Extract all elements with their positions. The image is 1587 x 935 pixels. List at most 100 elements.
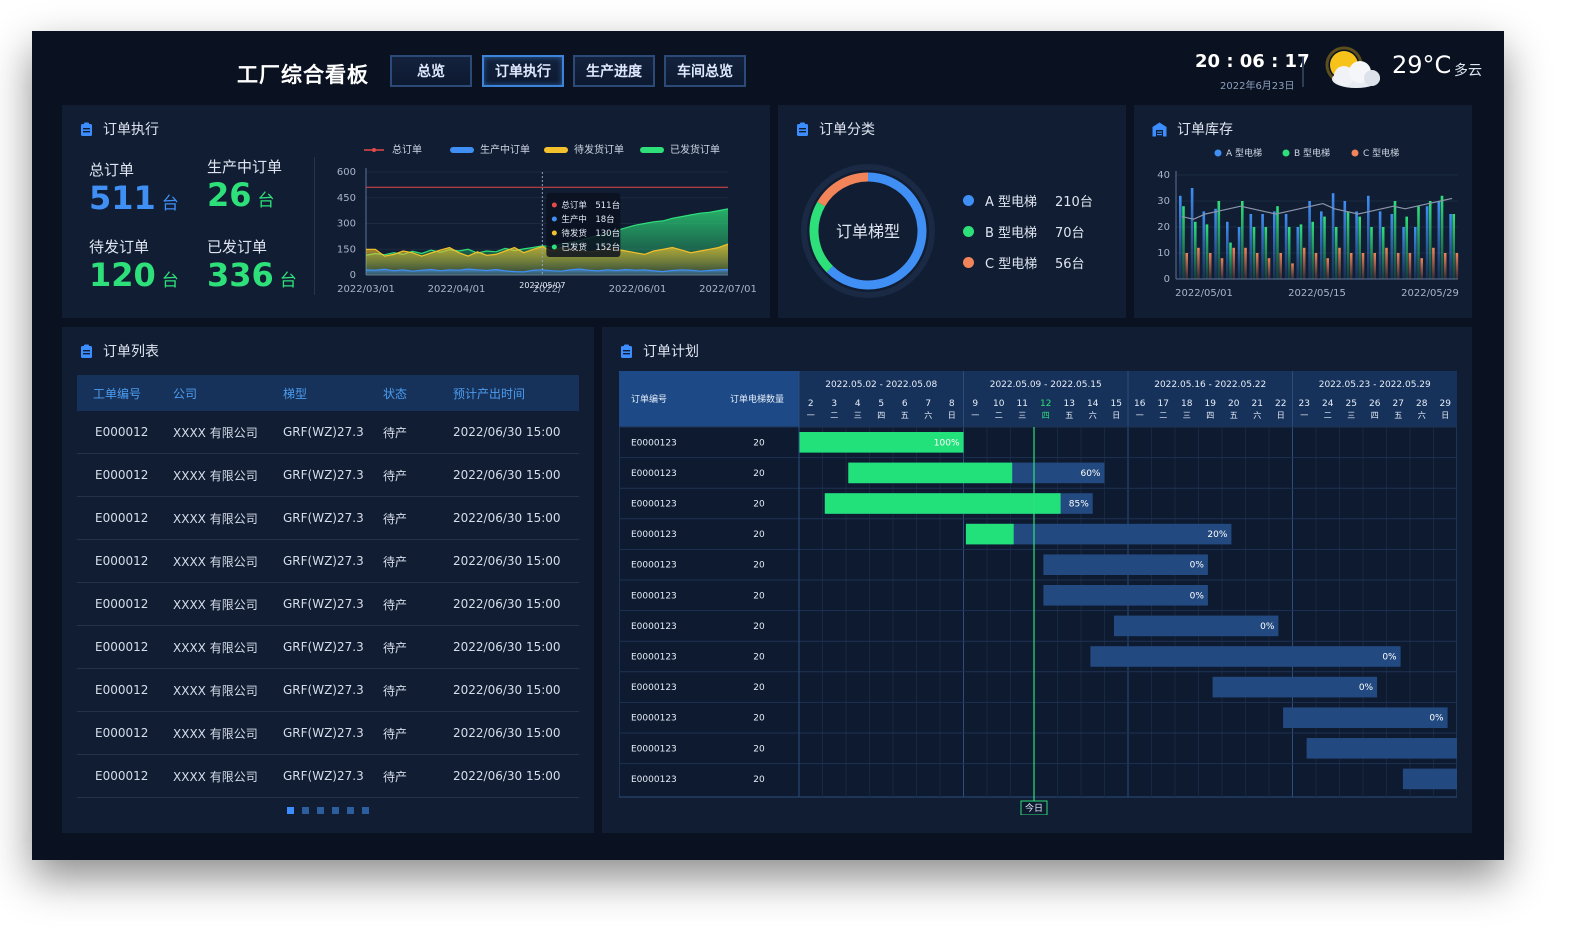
gantt-pct-label: 0% <box>1260 622 1275 632</box>
gantt-progress <box>848 462 1013 484</box>
cell-eta: 2022/06/30 15:00 <box>441 668 579 712</box>
cell-model: GRF(WZ)27.3 <box>271 582 371 626</box>
tooltip-box <box>546 193 621 257</box>
week-label: 2022.05.16 - 2022.05.22 <box>1154 380 1266 390</box>
sun-cloud-icon <box>1325 46 1380 88</box>
table-row[interactable]: E000012 XXXX 有限公司 GRF(WZ)27.3 待产 2022/06/30 … <box>77 668 579 712</box>
gantt-bar <box>1402 768 1457 790</box>
legend-dot <box>963 226 974 237</box>
bar-C 型电梯 <box>1349 253 1353 279</box>
category-legend-item: B 型电梯 70台 <box>963 216 1113 247</box>
legend-dot <box>963 195 974 206</box>
nav-order-exec-button[interactable]: 订单执行 <box>482 55 564 87</box>
table-row[interactable]: E000012 XXXX 有限公司 GRF(WZ)27.3 待产 2022/06/30 … <box>77 625 579 669</box>
bar-B 型电梯 <box>1299 224 1303 279</box>
bar-B 型电梯 <box>1370 227 1373 279</box>
day-number: 18 <box>1181 399 1193 409</box>
gantt-bar <box>1113 615 1279 637</box>
day-weekday: 六 <box>924 410 932 420</box>
bar-A 型电梯 <box>1343 201 1347 279</box>
day-number: 4 <box>855 399 861 409</box>
gantt-pct-label: 60% <box>1080 469 1100 479</box>
cell-order-id: E000012 <box>77 539 161 583</box>
gantt-left-header <box>619 371 799 427</box>
bar-A 型电梯 <box>1226 221 1229 279</box>
day-number: 12 <box>1040 399 1051 409</box>
day-number: 23 <box>1299 399 1310 409</box>
category-legend-item: C 型电梯 56台 <box>963 247 1113 278</box>
gantt-pct-label: 0% <box>1359 683 1374 693</box>
pager-dot[interactable] <box>317 807 324 814</box>
bar-B 型电梯 <box>1428 201 1432 279</box>
tooltip-row: 已发货 152台 <box>561 242 620 253</box>
bar-B 型电梯 <box>1358 216 1361 279</box>
bar-B 型电梯 <box>1417 206 1420 279</box>
order-category-legend: A 型电梯 210台 B 型电梯 70台 C 型电梯 56台 <box>963 185 1113 278</box>
row-qty: 20 <box>753 744 765 754</box>
order-plan-gantt: 订单编号 订单电梯数量 2022.05.02 - 2022.05.08 2022.05… <box>619 371 1457 815</box>
gantt-pct-label: 20% <box>1207 530 1227 540</box>
day-number: 20 <box>1228 399 1240 409</box>
bar-A 型电梯 <box>1261 214 1264 279</box>
bar-B 型电梯 <box>1334 227 1338 279</box>
col-eta[interactable]: 预计产出时间 <box>441 375 579 411</box>
table-row[interactable]: E000012 XXXX 有限公司 GRF(WZ)27.3 待产 2022/06/30 … <box>77 711 579 755</box>
day-number: 3 <box>831 399 837 409</box>
col-order-id[interactable]: 工单编号 <box>77 375 161 411</box>
bar-C 型电梯 <box>1396 253 1400 279</box>
day-weekday: 日 <box>1441 411 1449 420</box>
nav-workshop-button[interactable]: 车间总览 <box>664 55 746 87</box>
row-qty: 20 <box>753 438 765 448</box>
table-row[interactable]: E000012 XXXX 有限公司 GRF(WZ)27.3 待产 2022/06/30 … <box>77 539 579 583</box>
pager-dot[interactable] <box>347 807 354 814</box>
bar-C 型电梯 <box>1443 253 1447 279</box>
donut-slice-2 <box>817 172 869 207</box>
bar-A 型电梯 <box>1425 206 1429 279</box>
y-tick-label: 0 <box>1164 274 1170 285</box>
day-number: 24 <box>1322 399 1334 409</box>
nav-overview-button[interactable]: 总览 <box>390 55 472 87</box>
table-row[interactable]: E000012 XXXX 有限公司 GRF(WZ)27.3 待产 2022/06/30 … <box>77 754 579 798</box>
bar-B 型电梯 <box>1205 224 1209 279</box>
x-tick-label: 2022/ <box>533 284 562 295</box>
header-divider <box>1302 57 1304 87</box>
bar-C 型电梯 <box>1373 253 1376 279</box>
bar-C 型电梯 <box>1291 263 1294 279</box>
bar-A 型电梯 <box>1237 227 1241 279</box>
gantt-pct-label: 100% <box>934 438 960 448</box>
cell-status: 待产 <box>371 711 441 755</box>
pager-dot[interactable] <box>362 807 369 814</box>
day-weekday: 三 <box>1018 411 1026 420</box>
stat-shipped-value: 336 台 <box>207 256 297 294</box>
table-row[interactable]: E000012 XXXX 有限公司 GRF(WZ)27.3 待产 2022/06/30 … <box>77 411 579 454</box>
clipboard-icon <box>797 122 808 136</box>
table-row[interactable]: E000012 XXXX 有限公司 GRF(WZ)27.3 待产 2022/06/30 … <box>77 496 579 540</box>
week-label: 2022.05.23 - 2022.05.29 <box>1319 380 1431 390</box>
day-number: 13 <box>1064 399 1075 409</box>
gantt-pct-label: 0% <box>1382 653 1397 663</box>
row-qty: 20 <box>753 683 765 693</box>
bar-A 型电梯 <box>1331 193 1335 279</box>
pager-dot[interactable] <box>332 807 339 814</box>
legend-dot <box>1351 149 1359 157</box>
cell-company: XXXX 有限公司 <box>161 539 271 583</box>
day-number: 17 <box>1158 399 1169 409</box>
pager-dot[interactable] <box>287 807 294 814</box>
bar-C 型电梯 <box>1302 247 1306 279</box>
cell-eta: 2022/06/30 15:00 <box>441 453 579 497</box>
donut-center-label: 订单梯型 <box>836 222 900 241</box>
cell-company: XXXX 有限公司 <box>161 711 271 755</box>
col-company[interactable]: 公司 <box>161 375 271 411</box>
col-model[interactable]: 梯型 <box>271 375 371 411</box>
tooltip-row: 待发货 130台 <box>561 228 620 239</box>
legend-swatch <box>450 147 474 153</box>
bar-B 型电梯 <box>1393 201 1397 279</box>
nav-production-button[interactable]: 生产进度 <box>573 55 655 87</box>
donut-slice-0 <box>826 172 927 290</box>
day-number: 11 <box>1017 399 1028 409</box>
col-status[interactable]: 状态 <box>371 375 441 411</box>
table-row[interactable]: E000012 XXXX 有限公司 GRF(WZ)27.3 待产 2022/06/30 … <box>77 453 579 497</box>
table-row[interactable]: E000012 XXXX 有限公司 GRF(WZ)27.3 待产 2022/06/30 … <box>77 582 579 626</box>
bar-A 型电梯 <box>1296 227 1300 279</box>
pager-dot[interactable] <box>302 807 309 814</box>
